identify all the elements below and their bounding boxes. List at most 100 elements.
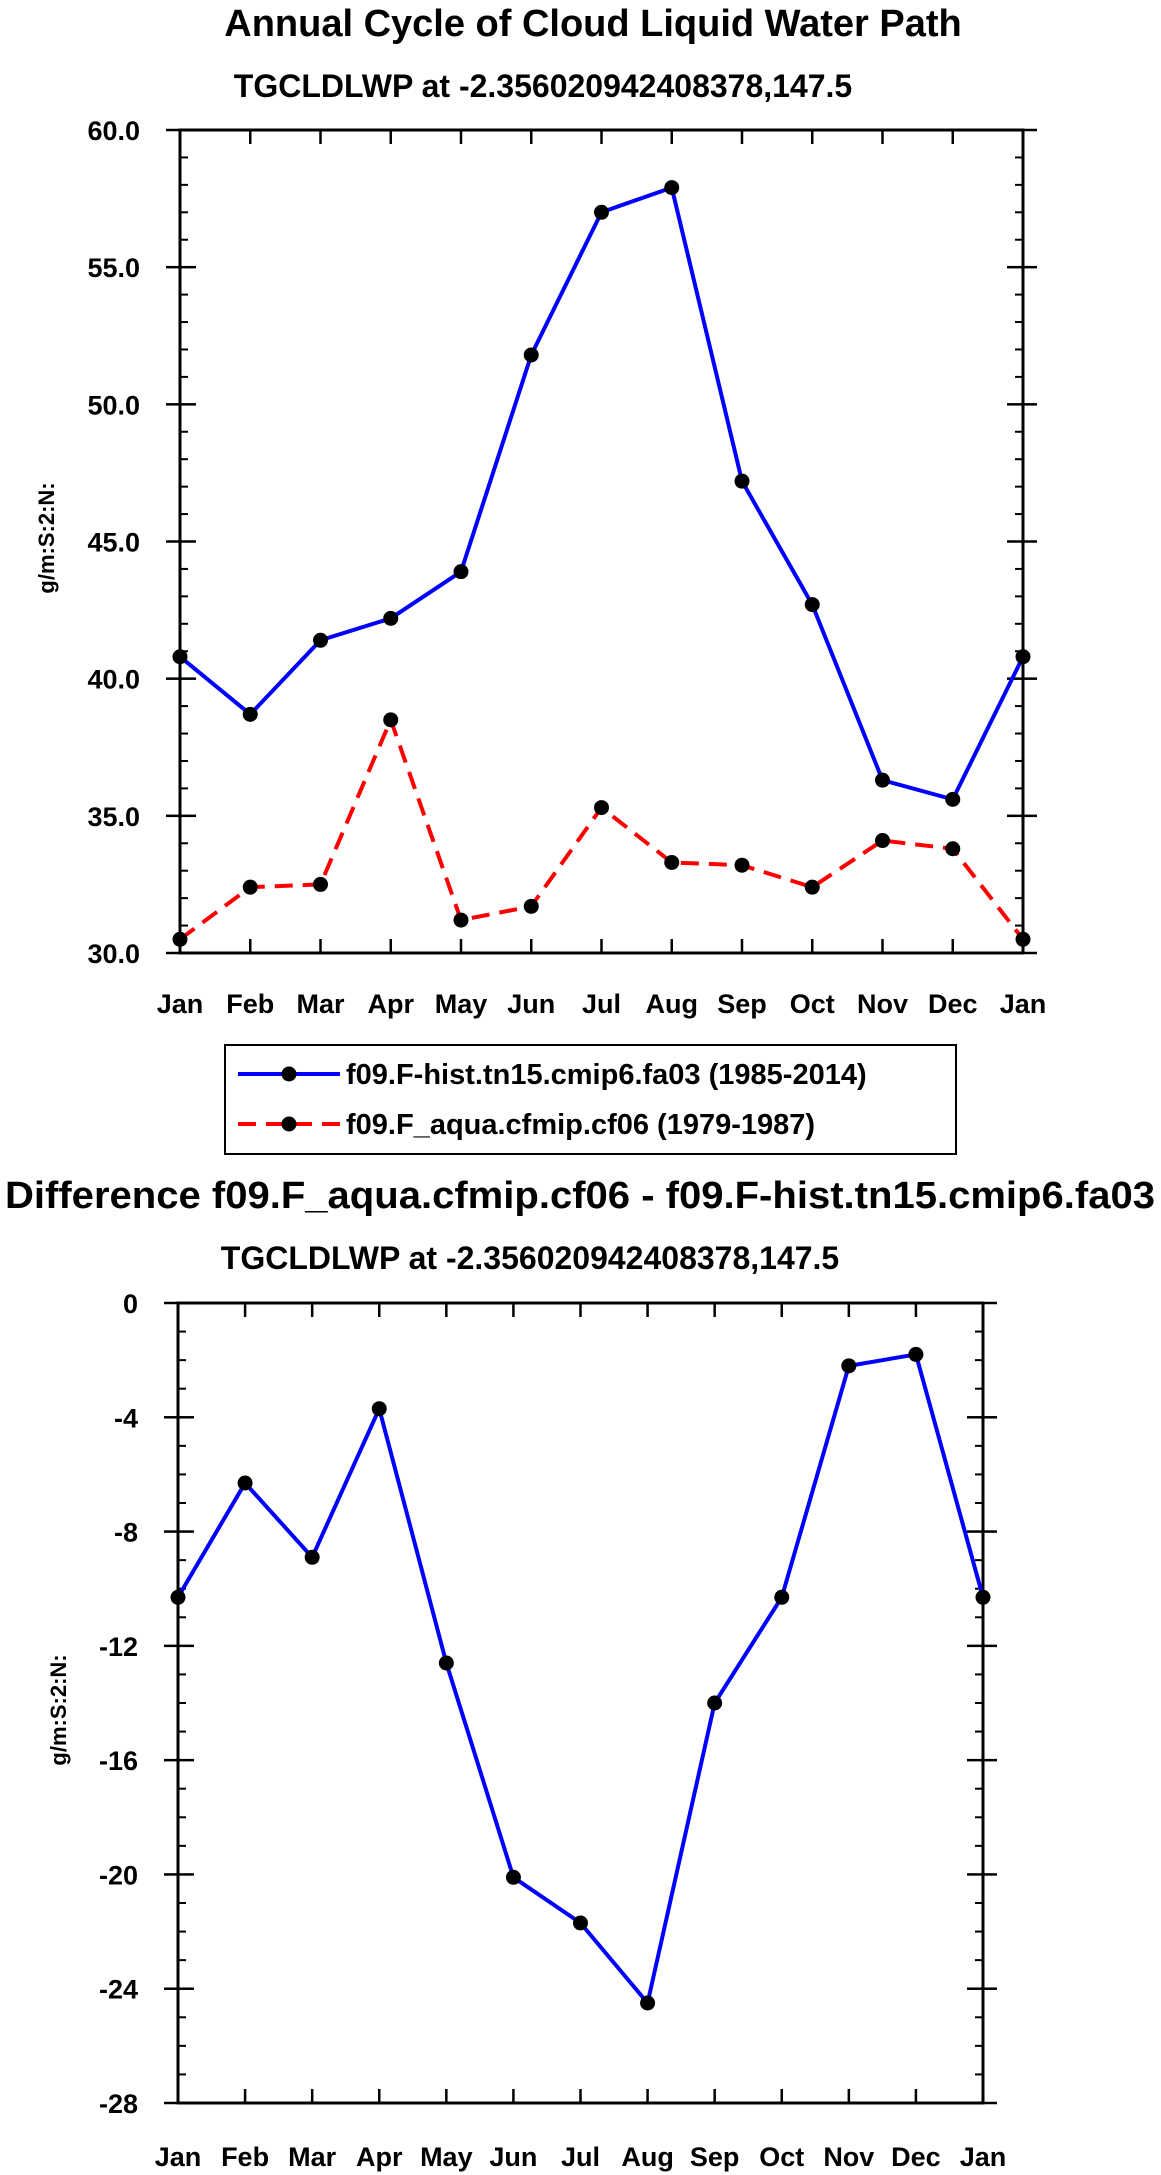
legend: f09.F-hist.tn15.cmip6.fa03 (1985-2014) f… [224, 1044, 957, 1155]
data-point-1-3 [313, 632, 328, 648]
legend-marker-1 [281, 1066, 297, 1082]
data-point-1-4 [383, 610, 399, 626]
legend-label-2: f09.F_aqua.cfmip.cf06 (1979-1987) [346, 1109, 815, 1141]
x-tick-label: Apr [356, 2142, 403, 2172]
x-tick-label: Aug [646, 989, 698, 1019]
data-point-1-4 [371, 1401, 387, 1417]
data-point-1-13 [1015, 649, 1031, 665]
x-tick-label: May [420, 2142, 473, 2172]
x-tick-label: Dec [928, 989, 978, 1019]
y-tick-label: -8 [114, 1518, 138, 1548]
legend-label-1: f09.F-hist.tn15.cmip6.fa03 (1985-2014) [346, 1059, 867, 1091]
data-point-1-7 [573, 1915, 588, 1931]
plot-frame [176, 1301, 985, 2105]
legend-marker-2 [281, 1116, 297, 1132]
data-point-1-10 [804, 597, 820, 613]
data-point-1-6 [505, 1869, 521, 1885]
data-point-1-6 [523, 347, 539, 363]
data-point-2-3 [313, 876, 328, 892]
data-point-2-5 [453, 912, 469, 928]
data-point-1-11 [841, 1358, 857, 1374]
data-point-1-1 [172, 649, 188, 665]
data-point-1-11 [875, 772, 890, 788]
data-point-2-11 [875, 833, 890, 849]
y-tick-label: 35.0 [87, 802, 140, 832]
data-point-1-12 [945, 791, 961, 807]
data-point-1-2 [237, 1475, 253, 1491]
y-tick-label: 30.0 [87, 939, 140, 969]
data-point-2-4 [383, 712, 399, 728]
y-tick-label: 45.0 [87, 528, 140, 558]
data-point-2-12 [945, 841, 961, 857]
data-point-1-13 [975, 1589, 991, 1605]
data-point-1-10 [774, 1589, 790, 1605]
data-point-2-9 [734, 857, 750, 873]
data-point-1-2 [242, 706, 258, 722]
x-tick-label: Apr [368, 989, 415, 1019]
x-tick-label: Jan [1000, 989, 1047, 1019]
x-tick-label: Jan [155, 2142, 202, 2172]
data-point-1-9 [707, 1695, 723, 1711]
data-point-2-2 [242, 879, 258, 895]
x-tick-label: Mar [296, 989, 345, 1019]
x-tick-label: Nov [857, 989, 908, 1019]
data-point-2-10 [804, 879, 820, 895]
panel-annual-cycle: Annual Cycle of Cloud Liquid Water Path … [34, 3, 1047, 1155]
plot-frame [178, 128, 1025, 955]
legend-box [224, 1044, 957, 1155]
x-tick-label: Jul [561, 2142, 600, 2172]
data-point-1-7 [594, 204, 609, 220]
x-tick-label: Nov [823, 2142, 874, 2172]
data-point-2-13 [1015, 931, 1031, 947]
y-tick-label: -4 [114, 1403, 138, 1433]
x-tick-label: Sep [717, 989, 767, 1019]
y-tick-label: 50.0 [87, 390, 140, 420]
x-tick-label: Jan [960, 2142, 1007, 2172]
x-tick-label: May [435, 989, 488, 1019]
plot-area: Jan Feb Mar Apr May Jun Jul Aug Sep Oct Nov Dec Jan-… [99, 1289, 1006, 2172]
y-axis-label: g/m:S:2:N: [46, 1654, 71, 1765]
x-tick-label: Feb [226, 989, 274, 1019]
series-layer [172, 180, 1031, 947]
chart-subtitle: TGCLDLWP at -2.356020942408378,147.5 [221, 1240, 839, 1276]
panel-difference: Difference f09.F_aqua.cfmip.cf06 - f09.F… [5, 1175, 1155, 2172]
x-tick-label: Aug [621, 2142, 673, 2172]
x-tick-label: Jan [157, 989, 204, 1019]
x-tick-label: Dec [891, 2142, 941, 2172]
y-tick-label: 55.0 [87, 253, 140, 283]
series-line-1 [178, 185, 1025, 802]
data-point-1-8 [640, 1995, 656, 2011]
data-point-2-8 [664, 854, 680, 870]
series-layer [170, 1346, 991, 2011]
x-tick-label: Sep [690, 2142, 740, 2172]
data-point-1-9 [734, 473, 750, 489]
x-tick-label: Feb [221, 2142, 269, 2172]
y-tick-label: 0 [123, 1289, 138, 1319]
data-point-1-8 [664, 180, 680, 196]
y-axis-label: g/m:S:2:N: [34, 482, 59, 593]
data-point-1-1 [170, 1589, 186, 1605]
y-tick-label: 40.0 [87, 665, 140, 695]
chart-subtitle: TGCLDLWP at -2.356020942408378,147.5 [234, 68, 852, 104]
data-point-2-7 [594, 800, 609, 816]
chart-title: Difference f09.F_aqua.cfmip.cf06 - f09.F… [5, 1175, 1155, 1217]
y-tick-label: -12 [99, 1632, 138, 1662]
y-tick-label: -28 [99, 2089, 138, 2119]
x-tick-label: Oct [790, 989, 835, 1019]
x-tick-label: Jun [489, 2142, 537, 2172]
data-point-1-5 [438, 1655, 454, 1671]
x-tick-label: Jun [507, 989, 555, 1019]
y-tick-label: -24 [99, 1975, 138, 2005]
y-tick-label: -20 [99, 1860, 138, 1890]
x-tick-label: Oct [759, 2142, 804, 2172]
data-point-2-6 [523, 898, 539, 914]
data-point-1-5 [453, 564, 469, 580]
series-line-1 [176, 1352, 985, 2005]
y-tick-label: 60.0 [87, 116, 140, 146]
x-tick-label: Jul [582, 989, 621, 1019]
data-point-1-12 [908, 1346, 924, 1362]
x-tick-label: Mar [288, 2142, 337, 2172]
chart-title: Annual Cycle of Cloud Liquid Water Path [224, 3, 962, 45]
series-line-2 [178, 717, 1025, 941]
